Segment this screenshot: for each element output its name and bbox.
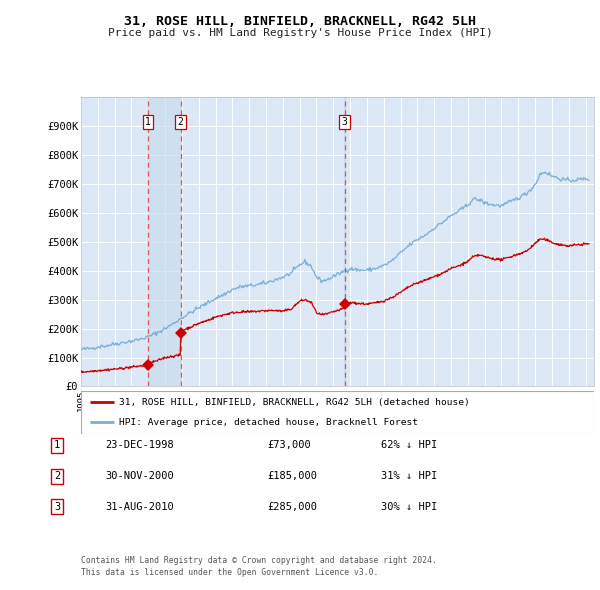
Text: Price paid vs. HM Land Registry's House Price Index (HPI): Price paid vs. HM Land Registry's House … — [107, 28, 493, 38]
Bar — [148, 97, 181, 386]
Text: 31, ROSE HILL, BINFIELD, BRACKNELL, RG42 5LH (detached house): 31, ROSE HILL, BINFIELD, BRACKNELL, RG42… — [119, 398, 470, 407]
Text: 30% ↓ HPI: 30% ↓ HPI — [381, 502, 437, 512]
Text: £285,000: £285,000 — [267, 502, 317, 512]
Text: 31, ROSE HILL, BINFIELD, BRACKNELL, RG42 5LH: 31, ROSE HILL, BINFIELD, BRACKNELL, RG42… — [124, 15, 476, 28]
Text: HPI: Average price, detached house, Bracknell Forest: HPI: Average price, detached house, Brac… — [119, 418, 418, 427]
Text: This data is licensed under the Open Government Licence v3.0.: This data is licensed under the Open Gov… — [81, 568, 379, 577]
Text: 3: 3 — [341, 117, 347, 127]
Text: 31% ↓ HPI: 31% ↓ HPI — [381, 471, 437, 481]
Text: £185,000: £185,000 — [267, 471, 317, 481]
Text: 31-AUG-2010: 31-AUG-2010 — [105, 502, 174, 512]
Text: 2: 2 — [178, 117, 184, 127]
Text: 1: 1 — [145, 117, 151, 127]
Text: 30-NOV-2000: 30-NOV-2000 — [105, 471, 174, 481]
Text: 62% ↓ HPI: 62% ↓ HPI — [381, 441, 437, 450]
Text: Contains HM Land Registry data © Crown copyright and database right 2024.: Contains HM Land Registry data © Crown c… — [81, 556, 437, 565]
Text: 23-DEC-1998: 23-DEC-1998 — [105, 441, 174, 450]
Text: 1: 1 — [54, 441, 60, 450]
Text: £73,000: £73,000 — [267, 441, 311, 450]
Text: 3: 3 — [54, 502, 60, 512]
Text: 2: 2 — [54, 471, 60, 481]
